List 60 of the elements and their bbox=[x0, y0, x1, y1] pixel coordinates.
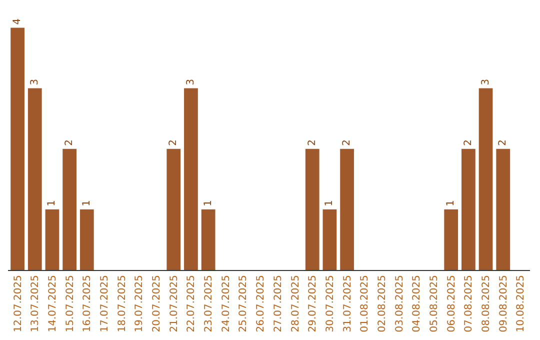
x-tick-label: 26.07.2025 bbox=[256, 275, 267, 332]
bar bbox=[496, 148, 510, 270]
x-tick-label: 25.07.2025 bbox=[238, 275, 250, 332]
bar bbox=[478, 88, 493, 270]
data-label: 1 bbox=[324, 200, 336, 206]
x-tick-label: 08.08.2025 bbox=[481, 275, 492, 332]
x-tick-label: 14.07.2025 bbox=[47, 275, 58, 332]
x-tick-label: 04.08.2025 bbox=[412, 275, 423, 332]
x-tick-label: 28.07.2025 bbox=[290, 275, 302, 332]
bar bbox=[444, 209, 458, 270]
x-tick-label: 18.07.2025 bbox=[116, 275, 128, 332]
x-tick-label: 29.07.2025 bbox=[308, 275, 319, 332]
data-label: 3 bbox=[29, 78, 40, 86]
x-tick-label: 05.08.2025 bbox=[429, 275, 440, 332]
bar bbox=[340, 148, 354, 270]
bar bbox=[462, 148, 476, 270]
bar bbox=[10, 28, 24, 270]
data-label: 4 bbox=[12, 18, 24, 25]
x-tick-label: 12.07.2025 bbox=[12, 275, 24, 332]
x-tick-label: 21.07.2025 bbox=[168, 275, 180, 332]
bar bbox=[62, 148, 76, 270]
x-tick-label: 07.08.2025 bbox=[464, 275, 475, 332]
bar bbox=[45, 209, 60, 270]
bar bbox=[166, 148, 181, 270]
bar bbox=[322, 209, 337, 270]
x-tick-label: 01.08.2025 bbox=[360, 275, 371, 332]
data-label: 1 bbox=[446, 200, 457, 206]
data-label: 2 bbox=[168, 139, 180, 146]
bar bbox=[80, 209, 94, 270]
x-tick-label: 19.07.2025 bbox=[134, 275, 146, 332]
x-tick-label: 16.07.2025 bbox=[82, 275, 94, 332]
x-tick-label: 23.07.2025 bbox=[204, 275, 215, 332]
data-label: 2 bbox=[342, 139, 353, 146]
x-tick-label: 22.07.2025 bbox=[186, 275, 198, 332]
x-tick-label: 03.08.2025 bbox=[394, 275, 406, 332]
data-label: 2 bbox=[462, 139, 474, 146]
data-label: 3 bbox=[185, 78, 196, 86]
bar bbox=[28, 88, 42, 270]
x-tick-label: 15.07.2025 bbox=[64, 275, 76, 332]
data-label: 2 bbox=[306, 139, 318, 146]
data-label: 2 bbox=[498, 139, 509, 146]
bar bbox=[305, 148, 320, 270]
x-tick-label: 24.07.2025 bbox=[220, 275, 232, 332]
x-tick-label: 31.07.2025 bbox=[342, 275, 354, 332]
x-tick-label: 30.07.2025 bbox=[324, 275, 336, 332]
x-tick-label: 17.07.2025 bbox=[100, 275, 110, 332]
x-tick-label: 09.08.2025 bbox=[498, 275, 510, 332]
x-tick-label: 27.07.2025 bbox=[272, 275, 284, 332]
x-tick-label: 10.08.2025 bbox=[516, 275, 527, 332]
data-label: 3 bbox=[480, 78, 492, 86]
bar bbox=[184, 88, 198, 270]
x-tick-label: 20.07.2025 bbox=[152, 275, 163, 332]
x-tick-label: 06.08.2025 bbox=[446, 275, 458, 332]
bar bbox=[201, 209, 216, 270]
data-label: 1 bbox=[202, 200, 214, 206]
data-label: 1 bbox=[46, 200, 58, 206]
data-label: 1 bbox=[81, 200, 92, 206]
x-tick-label: 13.07.2025 bbox=[30, 275, 42, 332]
x-tick-label: 02.08.2025 bbox=[376, 275, 388, 332]
data-label: 2 bbox=[64, 139, 76, 146]
